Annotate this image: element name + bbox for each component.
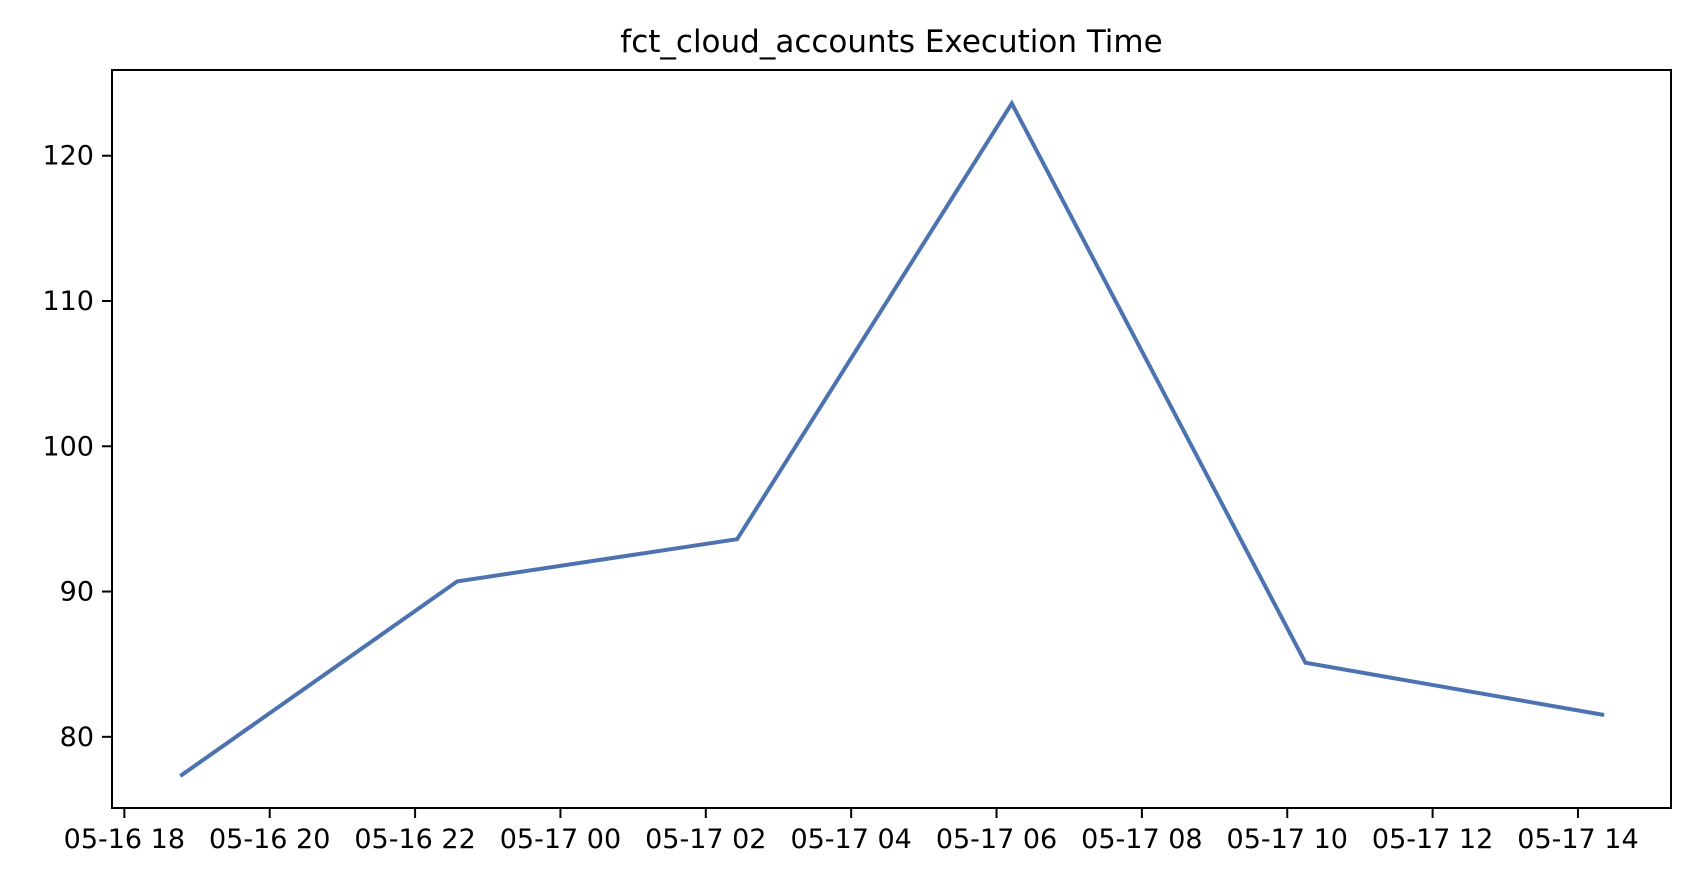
execution-time-line bbox=[179, 99, 1605, 778]
x-tick-label: 05-17 12 bbox=[1372, 824, 1493, 855]
plot-frame bbox=[111, 69, 1672, 809]
y-tick-label: 110 bbox=[42, 286, 94, 317]
x-tick-label: 05-16 22 bbox=[354, 824, 475, 855]
x-tick-label: 05-17 08 bbox=[1081, 824, 1202, 855]
y-tick-label: 90 bbox=[60, 577, 94, 608]
x-tick-label: 05-17 00 bbox=[500, 824, 621, 855]
x-tick-label: 05-17 14 bbox=[1517, 824, 1638, 855]
x-tick-label: 05-16 20 bbox=[209, 824, 330, 855]
x-tick-label: 05-17 10 bbox=[1227, 824, 1348, 855]
x-tick-label: 05-17 04 bbox=[790, 824, 911, 855]
x-tick-label: 05-17 02 bbox=[645, 824, 766, 855]
x-tick-label: 05-17 06 bbox=[936, 824, 1057, 855]
x-tick-label: 05-16 18 bbox=[64, 824, 185, 855]
y-tick-label: 80 bbox=[60, 722, 94, 753]
chart-title: fct_cloud_accounts Execution Time bbox=[620, 24, 1163, 60]
y-tick-label: 120 bbox=[42, 141, 94, 172]
y-tick-label: 100 bbox=[42, 431, 94, 462]
